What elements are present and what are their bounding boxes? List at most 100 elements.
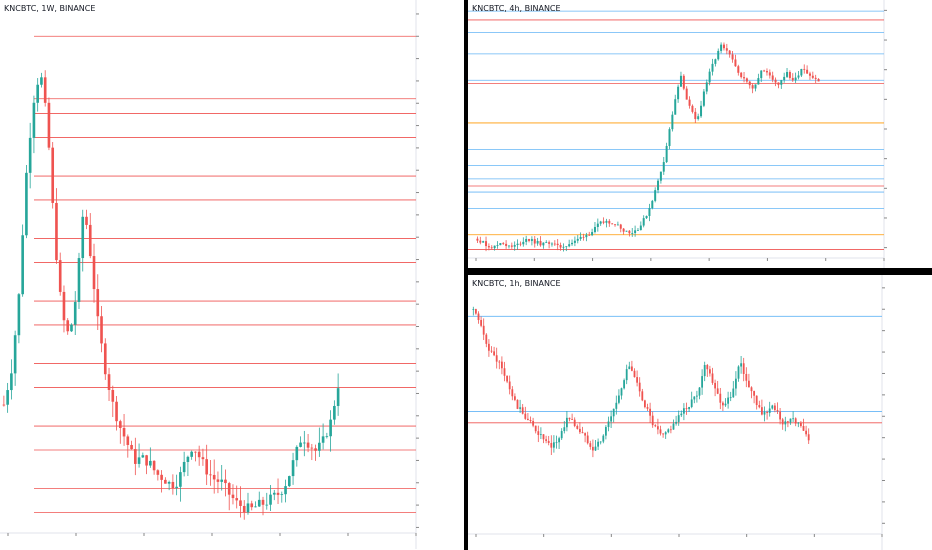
candle-body (763, 412, 766, 415)
candle-body (25, 172, 28, 236)
candle-body (550, 243, 553, 245)
candle-body (776, 410, 779, 412)
candle-body (659, 429, 662, 434)
candle-body (591, 232, 594, 236)
candle-body (630, 366, 633, 371)
candle-body (729, 397, 732, 399)
candle-body (51, 147, 55, 203)
candle-body (573, 419, 576, 426)
candle-body (763, 70, 766, 72)
candle-body (562, 246, 565, 248)
candle-body (472, 309, 475, 310)
candle-body (697, 116, 700, 120)
candle-body (242, 505, 246, 513)
4h-chart[interactable] (468, 0, 932, 268)
candle-body (190, 451, 193, 457)
1h-chart-panel[interactable]: KNCBTC, 1h, BINANCE (468, 275, 932, 550)
candle-body (668, 129, 671, 146)
candle-body (568, 244, 571, 247)
candle-body (553, 243, 556, 245)
candle-body (513, 396, 516, 400)
candle-body (482, 241, 485, 243)
candle-body (62, 291, 66, 321)
candle-body (533, 239, 536, 244)
candle-body (500, 361, 503, 369)
candle-body (727, 397, 730, 404)
weekly-chart-panel[interactable]: KNCBTC, 1W, BINANCE (0, 0, 464, 550)
candle-body (77, 258, 81, 302)
candle-body (513, 245, 516, 247)
candle-body (287, 476, 291, 487)
candle-body (510, 245, 513, 247)
candle-body (534, 425, 537, 432)
candle-body (703, 365, 706, 377)
candle-body (532, 421, 535, 426)
candle-body (758, 405, 761, 408)
candle-body (665, 145, 668, 163)
candle-body (682, 75, 685, 89)
candle-body (58, 260, 62, 292)
candle-body (717, 50, 720, 60)
candle-body (702, 91, 705, 106)
candle-body (737, 66, 740, 73)
candle-body (794, 418, 797, 424)
candle-body (239, 500, 242, 506)
candle-body (732, 388, 735, 398)
candle-body (201, 457, 205, 460)
4h-chart-panel[interactable]: KNCBTC, 4h, BINANCE (468, 0, 932, 268)
candle-body (777, 82, 780, 85)
candle-body (616, 224, 619, 226)
candle-body (548, 242, 551, 244)
candle-body (581, 432, 584, 434)
candle-body (528, 238, 531, 241)
candle-body (21, 235, 24, 295)
candle-body (115, 401, 118, 422)
candle-body (502, 243, 505, 244)
candle-body (96, 289, 100, 317)
candle-body (593, 226, 596, 233)
candle-body (329, 419, 332, 437)
candle-body (507, 245, 510, 247)
candle-body (257, 499, 261, 507)
candle-body (664, 432, 667, 435)
candle-body (13, 335, 17, 374)
candle-body (547, 440, 550, 443)
candle-body (103, 343, 107, 375)
candle-body (585, 234, 588, 238)
candle-body (10, 373, 13, 391)
candle-body (164, 479, 167, 484)
candle-body (628, 366, 631, 370)
candle-body (555, 442, 558, 444)
candle-body (679, 75, 682, 87)
candle-body (607, 421, 610, 428)
1h-chart[interactable] (468, 275, 932, 550)
candle-body (145, 455, 148, 466)
candle-body (568, 417, 571, 420)
candle-body (725, 48, 728, 51)
candle-body (88, 224, 92, 257)
candle-body (480, 320, 483, 326)
candle-body (649, 408, 652, 416)
candle-body (476, 238, 479, 241)
candle-body (694, 111, 697, 120)
candle-body (667, 429, 670, 433)
candle-body (685, 88, 688, 100)
candle-body (171, 481, 175, 489)
weekly-chart[interactable] (0, 0, 464, 550)
candle-body (2, 404, 6, 406)
candle-body (524, 413, 527, 419)
candle-body (675, 421, 678, 424)
candle-body (479, 240, 482, 243)
candle-body (608, 220, 611, 224)
candle-body (671, 114, 674, 130)
candle-body (137, 457, 141, 464)
candle-body (141, 455, 145, 458)
candle-body (503, 368, 506, 376)
candle-body (634, 230, 637, 234)
candle-body (573, 240, 576, 243)
candle-body (685, 408, 688, 410)
candle-body (791, 77, 794, 81)
candle-body (786, 421, 789, 423)
candle-body (620, 388, 623, 396)
candle-body (750, 387, 753, 392)
